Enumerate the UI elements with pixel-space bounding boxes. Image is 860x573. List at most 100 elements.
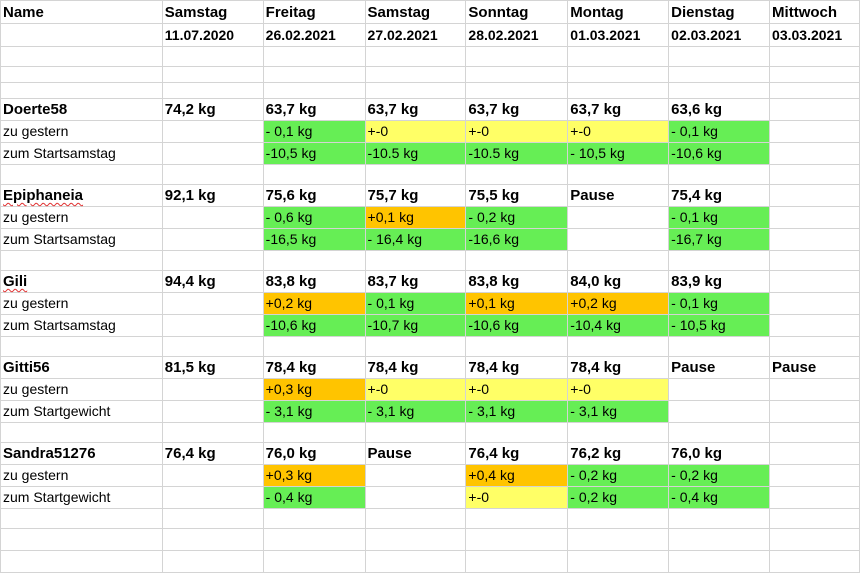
delta-cell[interactable]: - 0,2 kg (567, 464, 670, 487)
column-day-header[interactable]: Samstag (364, 0, 467, 24)
weight-cell[interactable]: 63,7 kg (567, 98, 670, 121)
empty-cell[interactable] (161, 378, 264, 401)
delta-cell[interactable]: +-0 (465, 486, 569, 509)
empty-cell[interactable] (0, 508, 163, 529)
empty-cell[interactable] (364, 528, 467, 551)
delta-cell[interactable]: - 0,1 kg (668, 206, 771, 229)
delta-cell[interactable]: +0,2 kg (262, 292, 366, 315)
empty-cell[interactable] (769, 336, 860, 357)
empty-cell[interactable] (769, 464, 860, 487)
delta-cell[interactable]: -16,6 kg (465, 228, 569, 251)
empty-cell[interactable] (161, 528, 264, 551)
empty-cell[interactable] (769, 142, 860, 165)
empty-cell[interactable] (465, 82, 569, 99)
weight-cell[interactable]: 78,4 kg (465, 356, 569, 379)
empty-cell[interactable] (364, 550, 467, 573)
delta-cell[interactable]: -10,7 kg (364, 314, 467, 337)
empty-cell[interactable] (668, 422, 771, 443)
delta-cell[interactable]: +0,1 kg (465, 292, 569, 315)
empty-cell[interactable] (364, 250, 467, 271)
weight-cell[interactable]: 81,5 kg (161, 356, 264, 379)
empty-cell[interactable] (161, 46, 264, 67)
empty-cell[interactable] (0, 46, 163, 67)
row-label-zu-gestern[interactable]: zu gestern (0, 120, 163, 143)
empty-cell[interactable] (364, 486, 467, 509)
name-column-header[interactable]: Name (0, 0, 163, 24)
person-name[interactable]: Epiphaneia (0, 184, 163, 207)
empty-cell[interactable] (769, 206, 860, 229)
column-day-header[interactable]: Mittwoch (769, 0, 860, 24)
delta-cell[interactable]: -16,7 kg (668, 228, 771, 251)
empty-cell[interactable] (668, 250, 771, 271)
empty-cell[interactable] (769, 184, 860, 207)
empty-cell[interactable] (465, 528, 569, 551)
empty-cell[interactable] (668, 508, 771, 529)
empty-cell[interactable] (161, 314, 264, 337)
weight-cell[interactable]: 75,6 kg (262, 184, 366, 207)
empty-cell[interactable] (668, 46, 771, 67)
empty-cell[interactable] (364, 336, 467, 357)
delta-cell[interactable]: - 0,2 kg (668, 464, 771, 487)
delta-cell[interactable]: - 0,1 kg (364, 292, 467, 315)
weight-cell[interactable]: 75,7 kg (364, 184, 467, 207)
empty-cell[interactable] (769, 378, 860, 401)
empty-cell[interactable] (364, 46, 467, 67)
empty-cell[interactable] (769, 228, 860, 251)
column-date-header[interactable]: 03.03.2021 (769, 23, 860, 47)
delta-cell[interactable]: +0,3 kg (262, 464, 366, 487)
empty-cell[interactable] (668, 336, 771, 357)
person-name[interactable]: Doerte58 (0, 98, 163, 121)
column-date-header[interactable]: 11.07.2020 (161, 23, 264, 47)
row-label-zu-gestern[interactable]: zu gestern (0, 464, 163, 487)
row-label-zu-gestern[interactable]: zu gestern (0, 292, 163, 315)
empty-cell[interactable] (262, 250, 366, 271)
empty-cell[interactable] (465, 164, 569, 185)
empty-cell[interactable] (668, 66, 771, 83)
empty-cell[interactable] (364, 66, 467, 83)
empty-cell[interactable] (262, 164, 366, 185)
delta-cell[interactable]: - 0,4 kg (262, 486, 366, 509)
empty-cell[interactable] (161, 120, 264, 143)
empty-cell[interactable] (465, 250, 569, 271)
column-date-header[interactable]: 28.02.2021 (465, 23, 569, 47)
delta-cell[interactable]: -10,5 kg (262, 142, 366, 165)
weight-cell[interactable]: 83,7 kg (364, 270, 467, 293)
delta-cell[interactable]: -10.5 kg (465, 142, 569, 165)
empty-cell[interactable] (161, 82, 264, 99)
empty-cell[interactable] (769, 82, 860, 99)
weight-cell[interactable]: 63,7 kg (262, 98, 366, 121)
empty-cell[interactable] (262, 528, 366, 551)
delta-cell[interactable]: +-0 (465, 120, 569, 143)
column-date-header[interactable]: 26.02.2021 (262, 23, 366, 47)
empty-cell[interactable] (567, 422, 670, 443)
empty-cell[interactable] (161, 66, 264, 83)
empty-cell[interactable] (161, 400, 264, 423)
weight-cell[interactable]: 78,4 kg (364, 356, 467, 379)
empty-cell[interactable] (161, 464, 264, 487)
empty-cell[interactable] (769, 98, 860, 121)
empty-cell[interactable] (769, 422, 860, 443)
row-label-zum-start[interactable]: zum Startgewicht (0, 486, 163, 509)
weight-cell[interactable]: 63,7 kg (364, 98, 467, 121)
empty-cell[interactable] (769, 66, 860, 83)
delta-cell[interactable]: +-0 (465, 378, 569, 401)
empty-cell[interactable] (668, 378, 771, 401)
delta-cell[interactable]: +0,4 kg (465, 464, 569, 487)
empty-cell[interactable] (161, 508, 264, 529)
row-label-zu-gestern[interactable]: zu gestern (0, 378, 163, 401)
empty-cell[interactable] (0, 336, 163, 357)
empty-cell[interactable] (161, 164, 264, 185)
empty-cell[interactable] (262, 66, 366, 83)
empty-cell[interactable] (0, 528, 163, 551)
delta-cell[interactable]: - 0,1 kg (262, 120, 366, 143)
empty-cell[interactable] (567, 82, 670, 99)
empty-cell[interactable] (769, 486, 860, 509)
empty-cell[interactable] (465, 46, 569, 67)
empty-cell[interactable] (567, 336, 670, 357)
row-label-zum-start[interactable]: zum Startsamstag (0, 142, 163, 165)
empty-cell[interactable] (161, 292, 264, 315)
delta-cell[interactable]: - 0,2 kg (567, 486, 670, 509)
weight-cell[interactable]: 63,7 kg (465, 98, 569, 121)
empty-cell[interactable] (364, 82, 467, 99)
empty-cell[interactable] (0, 250, 163, 271)
